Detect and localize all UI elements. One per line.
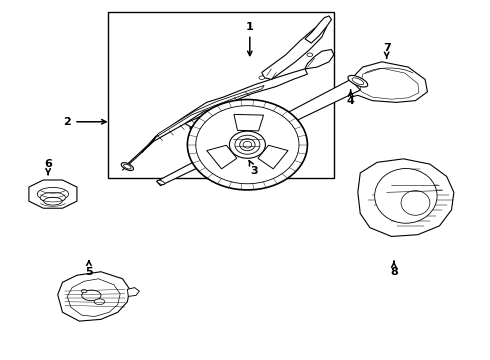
- Polygon shape: [157, 80, 360, 186]
- Ellipse shape: [94, 299, 105, 305]
- Polygon shape: [67, 279, 120, 316]
- Ellipse shape: [240, 139, 255, 151]
- Text: 3: 3: [249, 161, 258, 176]
- Ellipse shape: [307, 53, 313, 57]
- Ellipse shape: [243, 141, 252, 148]
- Ellipse shape: [352, 78, 364, 85]
- Polygon shape: [234, 114, 264, 131]
- Text: 5: 5: [85, 261, 93, 277]
- Polygon shape: [351, 62, 427, 102]
- Ellipse shape: [375, 168, 437, 223]
- Text: 2: 2: [63, 117, 106, 127]
- Polygon shape: [190, 116, 223, 132]
- Polygon shape: [305, 49, 334, 69]
- Polygon shape: [360, 68, 419, 99]
- Ellipse shape: [229, 131, 266, 158]
- Polygon shape: [148, 85, 264, 147]
- Ellipse shape: [157, 180, 165, 185]
- Ellipse shape: [187, 99, 307, 190]
- Polygon shape: [358, 159, 454, 237]
- Ellipse shape: [259, 76, 265, 80]
- Ellipse shape: [41, 192, 65, 203]
- Polygon shape: [58, 272, 130, 321]
- Polygon shape: [258, 145, 288, 169]
- Polygon shape: [127, 288, 139, 296]
- Text: 1: 1: [246, 22, 254, 55]
- Ellipse shape: [82, 290, 101, 301]
- Ellipse shape: [37, 188, 69, 201]
- Ellipse shape: [44, 197, 62, 205]
- Ellipse shape: [196, 106, 299, 184]
- Polygon shape: [262, 23, 327, 80]
- Text: 7: 7: [383, 43, 391, 58]
- Text: 6: 6: [44, 159, 52, 175]
- Bar: [108, 13, 334, 178]
- Ellipse shape: [121, 163, 133, 171]
- Ellipse shape: [81, 289, 87, 293]
- Text: 8: 8: [390, 261, 398, 277]
- Ellipse shape: [348, 75, 368, 87]
- Polygon shape: [142, 69, 307, 153]
- Polygon shape: [185, 109, 221, 128]
- Polygon shape: [207, 145, 237, 169]
- Ellipse shape: [235, 135, 260, 154]
- Polygon shape: [305, 16, 331, 43]
- Text: 4: 4: [347, 90, 355, 105]
- Ellipse shape: [123, 164, 131, 169]
- Polygon shape: [29, 180, 77, 208]
